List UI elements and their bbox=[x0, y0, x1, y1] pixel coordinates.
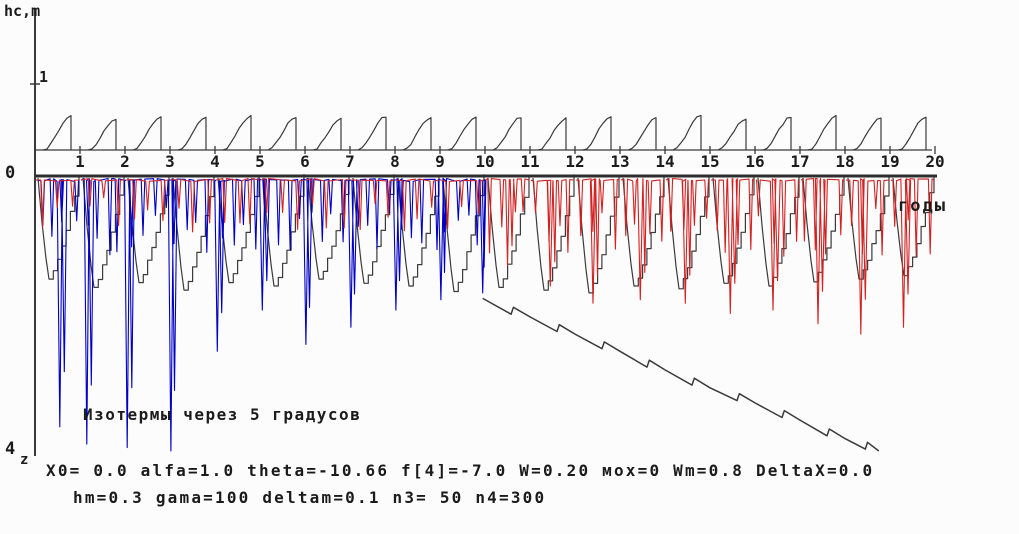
x-tick-label: 4 bbox=[210, 152, 220, 171]
x-tick-label: 2 bbox=[120, 152, 130, 171]
x-tick-label: 20 bbox=[925, 152, 945, 171]
x-tick-label: 9 bbox=[435, 152, 445, 171]
x-tick-label: 11 bbox=[520, 152, 540, 171]
params-line-2: hm=0.3 gama=100 deltam=0.1 n3= 50 n4=300 bbox=[73, 488, 547, 507]
origin-label: 0 bbox=[5, 163, 16, 183]
x-tick-label: 5 bbox=[255, 152, 265, 171]
x-tick-label: 6 bbox=[300, 152, 310, 171]
depth-tick-4: 4 bbox=[5, 439, 16, 459]
x-tick-label: 1 bbox=[75, 152, 85, 171]
y-axis-tick-1: 1 bbox=[39, 68, 49, 86]
x-axis-label: годы bbox=[898, 196, 947, 216]
x-tick-label: 3 bbox=[165, 152, 175, 171]
x-tick-label: 8 bbox=[390, 152, 400, 171]
x-tick-label: 10 bbox=[475, 152, 495, 171]
z-axis-label: z bbox=[20, 452, 29, 468]
x-tick-label: 14 bbox=[655, 152, 675, 171]
x-tick-label: 15 bbox=[700, 152, 720, 171]
isotherm-annotation: Изотермы через 5 градусов bbox=[83, 405, 362, 424]
x-tick-label: 13 bbox=[610, 152, 630, 171]
x-tick-label: 19 bbox=[880, 152, 900, 171]
x-tick-label: 16 bbox=[745, 152, 765, 171]
y-axis-label-top: hc,m bbox=[4, 2, 41, 20]
x-tick-label: 17 bbox=[790, 152, 810, 171]
x-tick-label: 7 bbox=[345, 152, 355, 171]
x-tick-label: 18 bbox=[835, 152, 855, 171]
params-line-1: X0= 0.0 alfa=1.0 theta=-10.66 f[4]=-7.0 … bbox=[46, 461, 875, 480]
x-tick-label: 12 bbox=[565, 152, 585, 171]
